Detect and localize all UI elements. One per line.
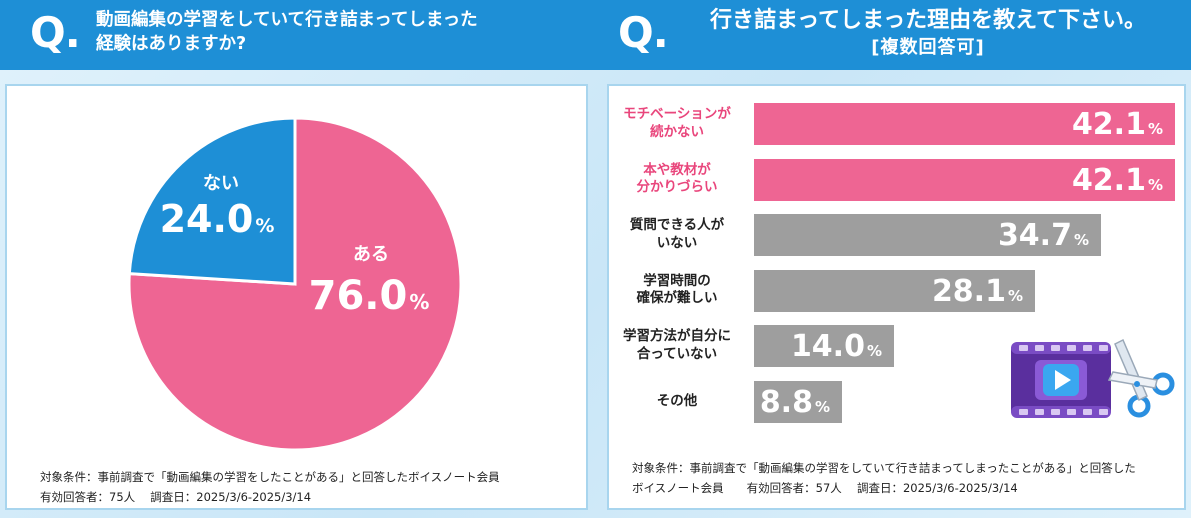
- left-title-line1: 動画編集の学習をしていて行き詰まってしまった: [96, 10, 478, 30]
- left-question-title: 動画編集の学習をしていて行き詰まってしまった 経験はありますか?: [96, 9, 478, 56]
- bar: 42.1%: [754, 103, 1175, 145]
- video-edit-scissors-icon: [1011, 338, 1175, 418]
- pie-label-no: ない: [203, 173, 239, 194]
- left-note-line1: 対象条件：事前調査で「動画編集の学習をしたことがある」と回答したボイスノート会員: [40, 470, 500, 484]
- bar: 34.7%: [754, 214, 1101, 256]
- pie-value-yes: 76.0%: [309, 273, 430, 319]
- bar: 8.8%: [754, 380, 842, 423]
- right-title-line1: 行き詰まってしまった理由を教えて下さい。: [709, 8, 1147, 33]
- right-note-line2: ボイスノート会員 有効回答者：57人 調査日：2025/3/6-2025/3/1…: [632, 481, 1018, 496]
- left-title-line2: 経験はありますか?: [96, 33, 247, 54]
- right-question-title: 行き詰まってしまった理由を教えて下さい。 [複数回答可]: [682, 6, 1174, 60]
- bar: 14.0%: [754, 325, 894, 367]
- pie-slice-no: [127, 116, 297, 286]
- right-survey-note: 対象条件：事前調査で「動画編集の学習をしていて行き詰まってしまったことがある」と…: [632, 458, 1136, 498]
- right-title-line2: [複数回答可]: [871, 36, 985, 58]
- bar-value-label: 34.7%: [997, 218, 1089, 253]
- pie-chart-panel: ない 24.0% ある 76.0% 対象条件：事前調査で「動画編集の学習をしたこ…: [5, 84, 588, 510]
- pie-label-yes: ある: [353, 244, 389, 265]
- bar-chart: モチベーションが 続かない 42.1% 本や教材が 分かりづらい 42.1% 質問できる人が…: [609, 86, 1184, 426]
- left-survey-note: 対象条件：事前調査で「動画編集の学習をしたことがある」と回答したボイスノート会員…: [40, 467, 500, 507]
- bar-value-label: 14.0%: [790, 329, 882, 364]
- bar-value-label: 28.1%: [931, 273, 1023, 309]
- pie-slice-yes: [127, 116, 463, 452]
- right-q-mark: Q.: [618, 8, 669, 57]
- right-note-line1: 対象条件：事前調査で「動画編集の学習をしていて行き詰まってしまったことがある」と…: [632, 461, 1136, 475]
- bar: 28.1%: [754, 269, 1035, 312]
- left-note-line2: 有効回答者：75人 調査日：2025/3/6-2025/3/14: [40, 490, 312, 505]
- right-question-header: Q. 行き詰まってしまった理由を教えて下さい。 [複数回答可]: [596, 0, 1191, 70]
- bar-value-label: 8.8%: [759, 384, 830, 420]
- bar-chart-panel: モチベーションが 続かない 42.1% 本や教材が 分かりづらい 42.1% 質問できる人が…: [607, 84, 1186, 510]
- bar: 42.1%: [754, 158, 1175, 201]
- bar-value-label: 42.1%: [1071, 162, 1163, 198]
- left-question-header: Q. 動画編集の学習をしていて行き詰まってしまった 経験はありますか?: [0, 0, 596, 70]
- pie-chart: ない 24.0% ある 76.0%: [127, 116, 463, 452]
- left-q-mark: Q.: [30, 8, 81, 57]
- bar-category-label: 質問できる人が いない: [629, 217, 725, 251]
- bar-category-label: その他: [656, 392, 698, 409]
- bar-category-label: 学習方法が自分に 合っていない: [623, 328, 731, 362]
- bar-value-label: 42.1%: [1071, 107, 1163, 142]
- bar-category-label: モチベーションが 続かない: [623, 106, 731, 140]
- bar-category-label: 本や教材が 分かりづらい: [636, 161, 718, 196]
- bar-category-label: 学習時間の 確保が難しい: [636, 272, 718, 307]
